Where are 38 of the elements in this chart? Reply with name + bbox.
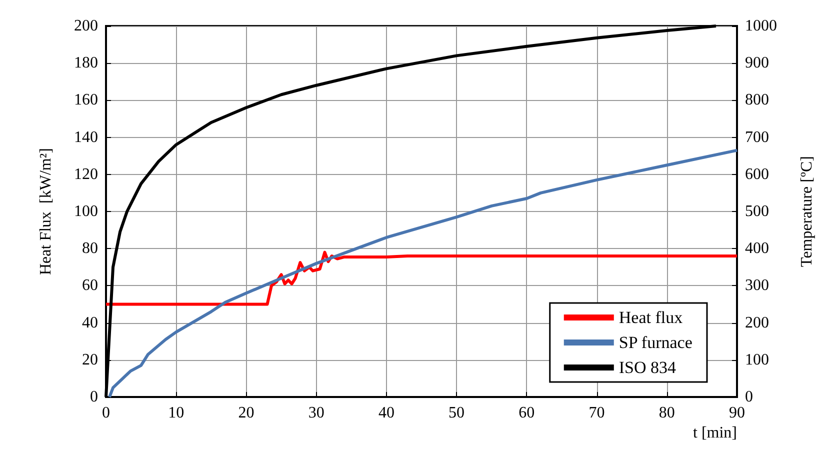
x-tick-label: 70 [588, 404, 605, 422]
y-axis-title: Heat Flux [kW/m²] [38, 148, 54, 275]
y2-tick-label: 400 [745, 240, 769, 258]
y-tick-label: 200 [74, 18, 98, 34]
y-tick-label: 40 [82, 314, 98, 332]
y-tick-label: 20 [82, 351, 98, 368]
x-tick-label: 30 [308, 404, 324, 422]
y-tick-label: 80 [82, 240, 98, 258]
y-tick-label: 140 [74, 128, 98, 146]
y-tick-label: 120 [74, 166, 98, 183]
y2-tick-label: 1000 [745, 18, 777, 34]
x-tick-label: 0 [102, 404, 110, 422]
y2-tick-label: 600 [745, 166, 769, 183]
legend-label: SP furnace [618, 333, 692, 352]
y2-tick-label: 300 [745, 277, 769, 294]
y-tick-label: 60 [82, 277, 98, 294]
y2-tick-label: 900 [745, 54, 769, 72]
y2-tick-label: 700 [745, 128, 769, 146]
legend-label: ISO 834 [618, 358, 677, 377]
x-tick-label: 80 [658, 404, 675, 422]
y2-tick-label: 500 [745, 203, 769, 220]
y-tick-label: 0 [90, 388, 98, 406]
x-tick-label: 50 [448, 404, 465, 422]
x-tick-label: 40 [378, 404, 394, 422]
x-axis-title: t [min] [693, 424, 737, 442]
y2-tick-label: 200 [745, 314, 769, 332]
x-tick-label: 20 [238, 404, 254, 422]
y-tick-label: 180 [74, 54, 98, 72]
y-tick-label: 160 [74, 92, 98, 109]
y-tick-label: 100 [74, 203, 98, 220]
x-tick-label: 90 [729, 404, 745, 422]
legend-label: Heat flux [618, 308, 684, 327]
y2-tick-label: 0 [745, 388, 753, 406]
x-tick-label: 10 [168, 404, 184, 422]
y2-tick-label: 800 [745, 92, 769, 109]
x-tick-label: 60 [518, 404, 535, 422]
y2-tick-label: 100 [745, 351, 769, 368]
y2-axis-title: Temperature [ºC] [798, 156, 816, 267]
